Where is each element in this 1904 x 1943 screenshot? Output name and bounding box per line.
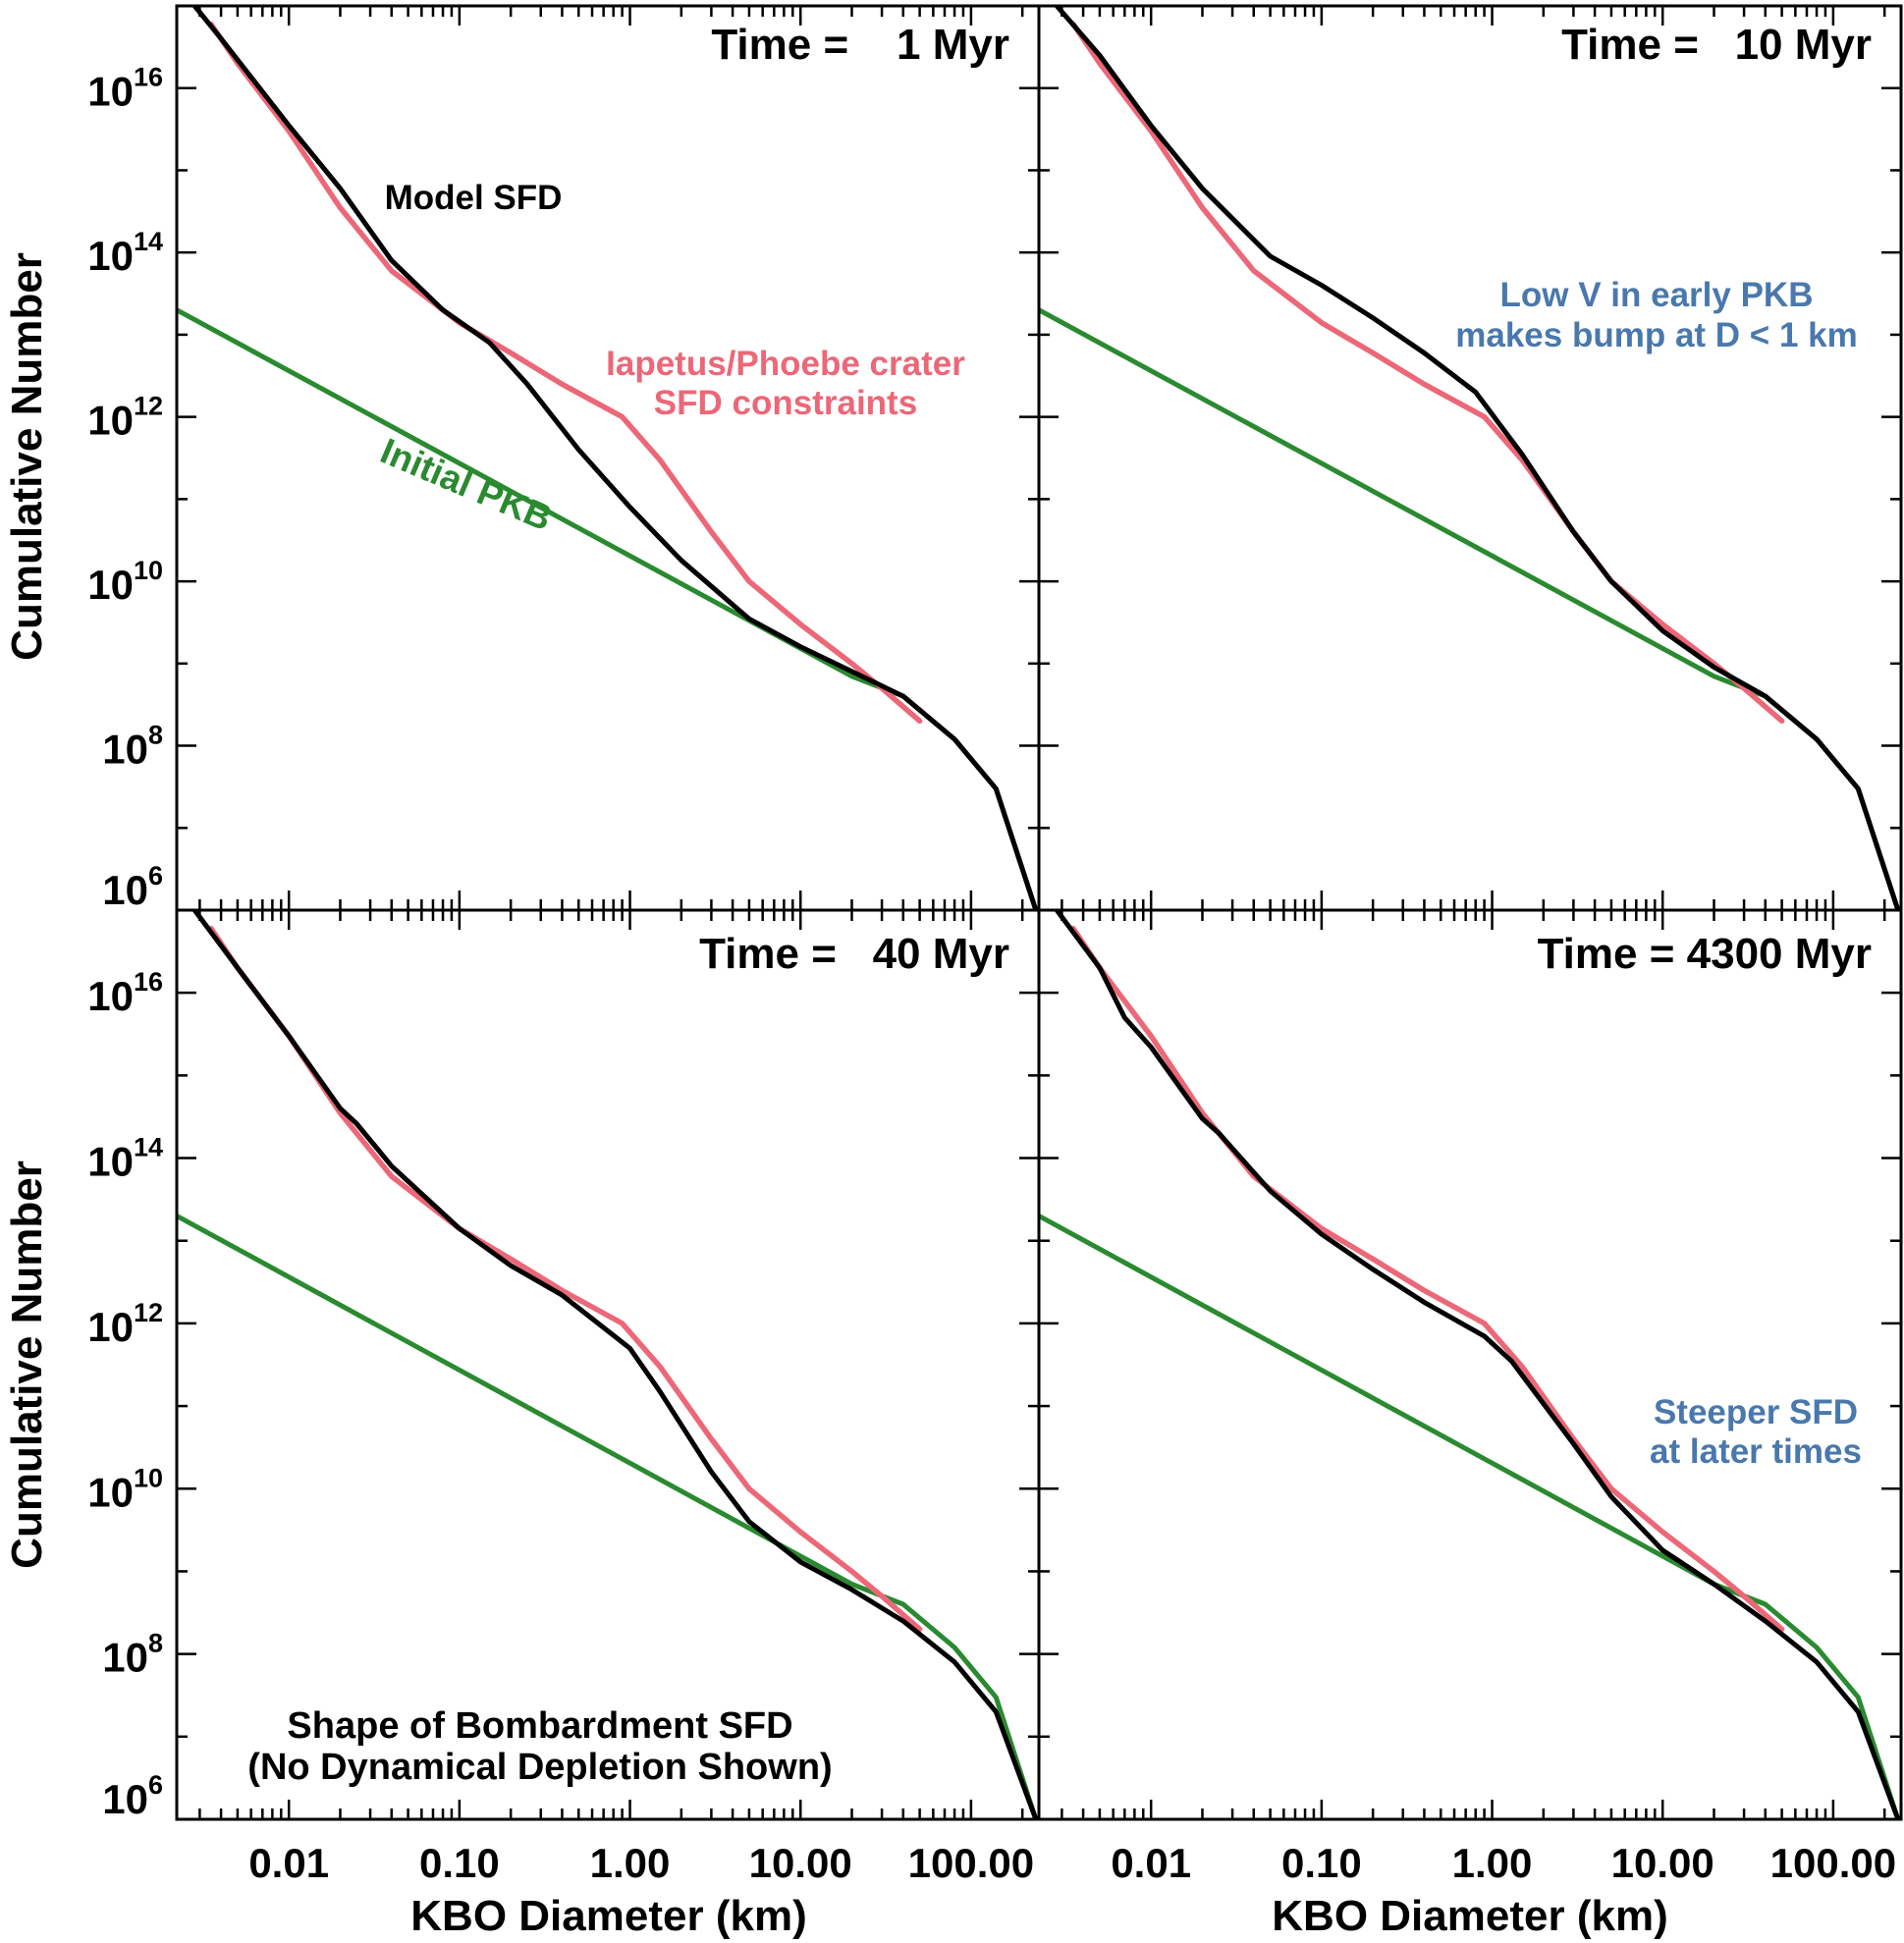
- plot-frame: [175, 4, 1041, 912]
- y-tick-label: 1012: [87, 1298, 163, 1350]
- series-constraints-line: [208, 21, 923, 725]
- series-constraints-line: [208, 925, 923, 1633]
- panel-2-note-line2: makes bump at D < 1 km: [1455, 316, 1857, 354]
- y-tick-label: 1014: [87, 1133, 163, 1185]
- y-tick-label: 1014: [87, 227, 163, 279]
- y-tick-label: 1016: [87, 967, 163, 1019]
- panel-1-initial-pkb-label: Initial PKB: [375, 430, 558, 538]
- y-tick-label: 1010: [87, 556, 163, 608]
- panel-3-note-line2: (No Dynamical Depletion Shown): [247, 1747, 832, 1788]
- y-axis-label-bottom: Cumulative Number: [3, 1160, 51, 1569]
- panel-1-title: Time = 1 Myr: [711, 21, 1009, 69]
- x-tick-label: 1.00: [590, 1840, 671, 1886]
- panel-1: 106 108 1010 1012 1014 1016: [87, 4, 1041, 913]
- x-tick-label: 0.10: [419, 1840, 500, 1886]
- panel-4: 0.01 0.10 1.00 10.00 100.00: [1037, 908, 1903, 1886]
- series-initial-line: [1039, 307, 1901, 910]
- panel-2: [1037, 4, 1903, 912]
- y-tick-label: 106: [102, 1770, 163, 1822]
- panel-2-title: Time = 10 Myr: [1561, 21, 1872, 69]
- series-model-line: [191, 6, 1039, 910]
- series-initial-line: [177, 1213, 1039, 1819]
- plot-frame: [175, 908, 1041, 1821]
- y-tick-label: 1010: [87, 1463, 163, 1515]
- panel-3-note-line1: Shape of Bombardment SFD: [287, 1705, 792, 1747]
- series-constraints-line: [1070, 925, 1785, 1633]
- y-tick-label: 1016: [87, 63, 163, 115]
- y-tick-label: 106: [102, 861, 163, 913]
- x-tick-label: 100.00: [1770, 1840, 1896, 1886]
- panel-1-constraints-label-line1: Iapetus/Phoebe crater: [606, 345, 965, 383]
- panel-4-title: Time = 4300 Myr: [1538, 930, 1872, 978]
- panel-1-constraints-label-line2: SFD constraints: [654, 384, 917, 422]
- panel-3: 106 108 1010 1012 1014 1016 0.01 0.10 1.00 10.00 1…: [87, 908, 1041, 1886]
- series-model-line: [1054, 910, 1901, 1819]
- series-model-line: [1054, 6, 1901, 910]
- panel-1-model-sfd-label: Model SFD: [385, 179, 563, 217]
- panel-4-note-line1: Steeper SFD: [1654, 1393, 1858, 1431]
- x-tick-label: 10.00: [749, 1840, 852, 1886]
- x-tick-label: 1.00: [1452, 1840, 1533, 1886]
- x-tick-label: 0.01: [248, 1840, 329, 1886]
- panel-2-note-line1: Low V in early PKB: [1500, 276, 1814, 314]
- x-tick-label: 100.00: [908, 1840, 1034, 1886]
- series-constraints-line: [1070, 21, 1785, 725]
- x-axis-label-left: KBO Diameter (km): [410, 1892, 806, 1940]
- plot-frame: [1037, 4, 1903, 912]
- y-tick-label: 1012: [87, 392, 163, 444]
- x-tick-label: 10.00: [1611, 1840, 1714, 1886]
- series-initial-line: [1039, 1213, 1901, 1819]
- x-tick-label: 0.10: [1281, 1840, 1362, 1886]
- plot-frame: [1037, 908, 1903, 1821]
- panel-3-title: Time = 40 Myr: [699, 930, 1009, 978]
- x-tick-label: 0.01: [1111, 1840, 1191, 1886]
- y-tick-label: 108: [102, 721, 163, 773]
- series-model-line: [191, 910, 1039, 1819]
- panel-4-note-line2: at later times: [1650, 1432, 1862, 1471]
- x-axis-label-right: KBO Diameter (km): [1272, 1892, 1667, 1940]
- y-tick-label: 108: [102, 1629, 163, 1681]
- y-axis-label-top: Cumulative Number: [3, 252, 51, 661]
